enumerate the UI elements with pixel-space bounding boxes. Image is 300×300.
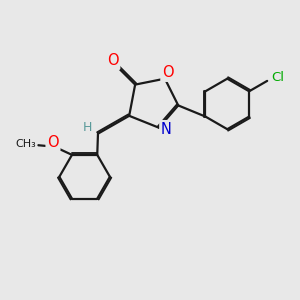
Text: H: H: [83, 121, 92, 134]
Text: O: O: [47, 135, 59, 150]
Text: CH₃: CH₃: [15, 139, 36, 149]
Text: O: O: [162, 65, 174, 80]
Text: N: N: [161, 122, 172, 137]
Text: Cl: Cl: [271, 71, 284, 84]
Text: O: O: [107, 53, 119, 68]
